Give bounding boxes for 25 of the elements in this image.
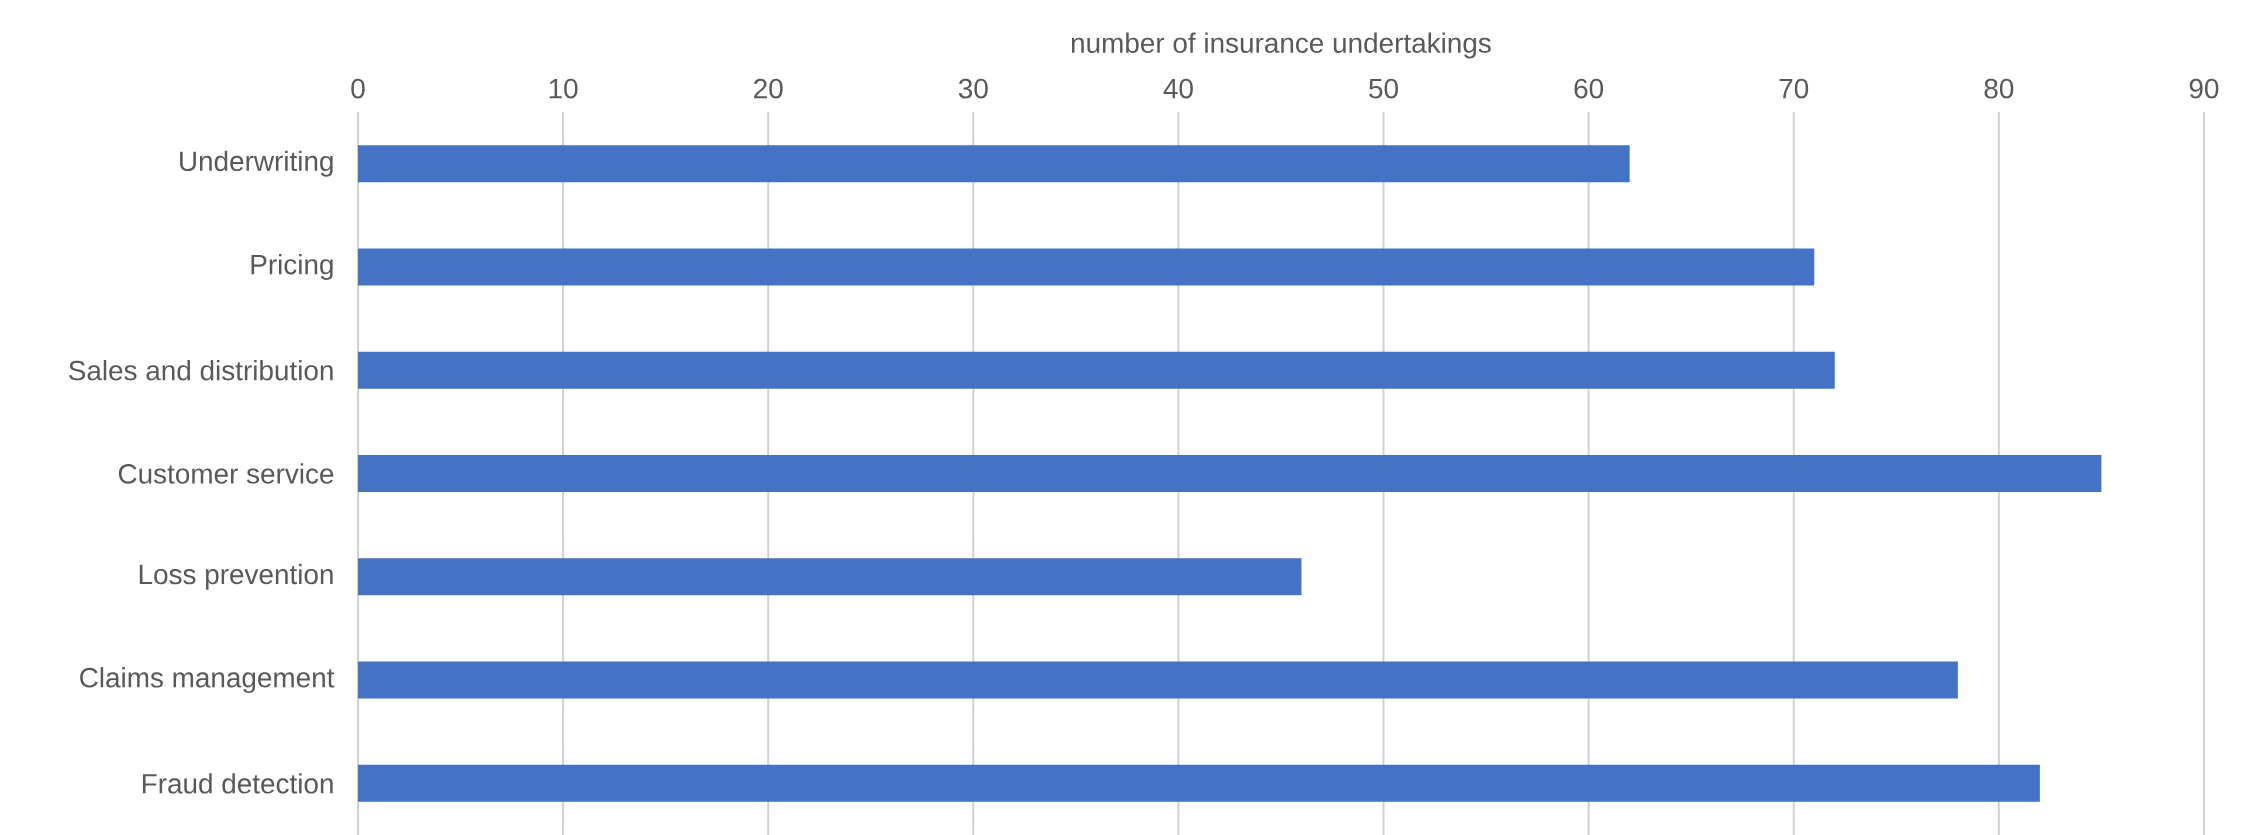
y-tick-label: Sales and distribution <box>69 359 333 381</box>
x-tick-label: 0 <box>351 78 365 99</box>
bar <box>358 248 1815 286</box>
bar <box>358 764 2040 802</box>
y-tick-label: Customer service <box>118 463 334 484</box>
x-tick-label: 90 <box>2189 78 2219 99</box>
x-tick-label: 50 <box>1369 78 1398 99</box>
x-tick-label: 70 <box>1779 78 1809 99</box>
y-tick-label: Underwriting <box>180 150 333 177</box>
x-tick-label: 60 <box>1574 78 1604 99</box>
bar <box>358 661 1958 699</box>
bar <box>358 558 1302 596</box>
x-tick-label: 30 <box>958 78 988 99</box>
x-tick-label: 80 <box>1984 78 2014 99</box>
x-tick-label: 20 <box>754 78 783 99</box>
bar <box>358 145 1630 183</box>
x-tick-label: 10 <box>549 78 578 99</box>
bar <box>358 455 2102 493</box>
bar <box>358 351 1835 389</box>
y-tick-label: Claims management <box>80 667 335 694</box>
y-tick-label: Fraud detection <box>142 773 333 794</box>
y-tick-label: Loss prevention <box>139 563 333 590</box>
x-tick-label: 40 <box>1163 78 1193 99</box>
y-tick-label: Pricing <box>251 253 333 280</box>
x-axis-title: number of insurance undertakings <box>1071 32 1491 59</box>
